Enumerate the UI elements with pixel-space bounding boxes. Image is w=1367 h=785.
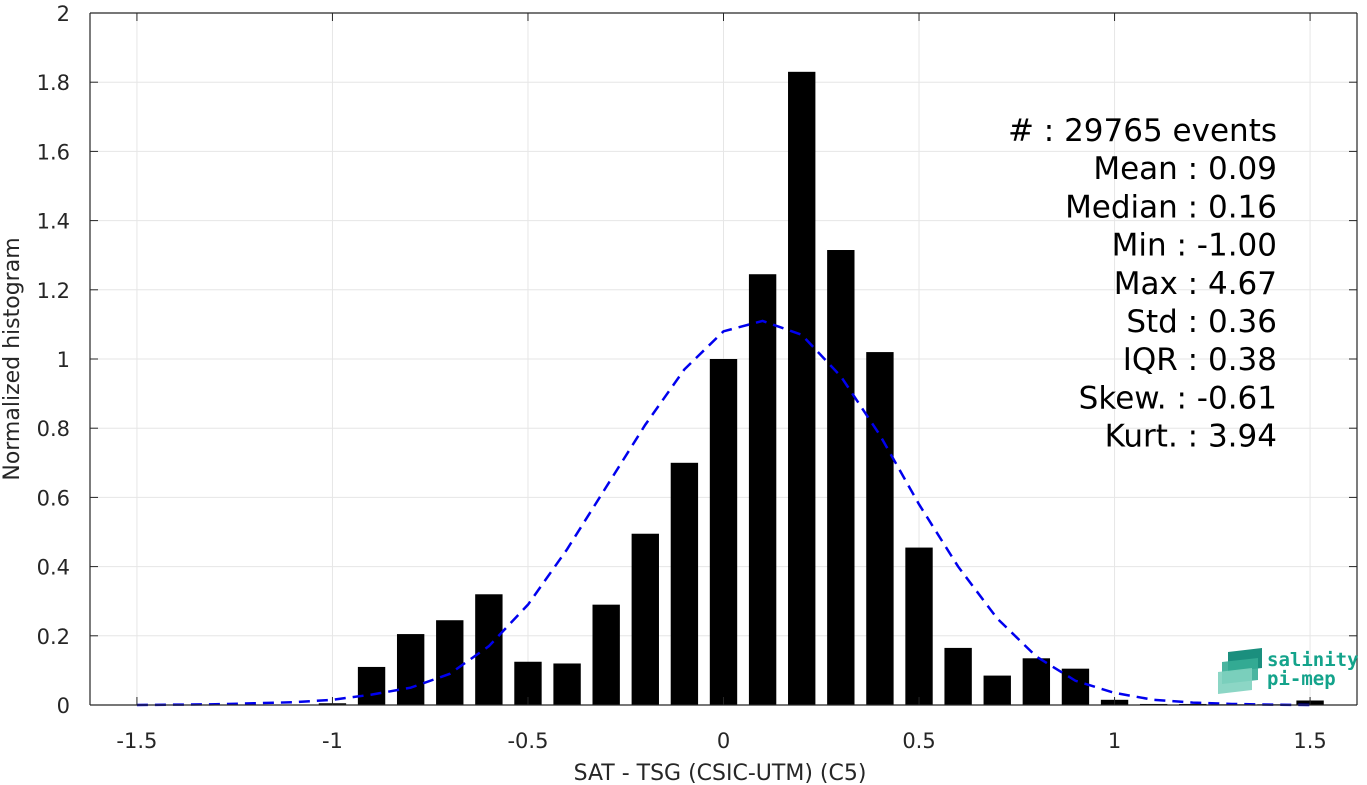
y-tick-label: 1.2 xyxy=(37,279,70,303)
y-tick-label: 1.6 xyxy=(37,140,70,164)
y-axis-label: Normalized histogram xyxy=(0,237,25,480)
axes xyxy=(89,12,1358,706)
histogram-bar xyxy=(475,594,503,705)
stat-line: IQR : 0.38 xyxy=(1123,342,1277,378)
y-tick-label: 1.8 xyxy=(37,71,70,95)
histogram-bar xyxy=(1022,658,1051,705)
stat-line: Kurt. : 3.94 xyxy=(1105,419,1277,455)
gaussian-fit xyxy=(136,319,1311,707)
y-tick-label: 2 xyxy=(57,2,70,26)
stat-line: Std : 0.36 xyxy=(1126,304,1277,340)
histogram-bar xyxy=(436,620,464,705)
histogram-bar xyxy=(983,675,1011,705)
histogram-bar xyxy=(592,604,620,705)
x-tick-label: -1 xyxy=(322,729,343,753)
y-tick-label: 0 xyxy=(57,694,70,718)
logo-line2: pi-mep xyxy=(1267,668,1336,690)
x-tick-label: -0.5 xyxy=(507,729,548,753)
wave-layers-icon xyxy=(1218,648,1262,694)
stat-line: Min : -1.00 xyxy=(1112,228,1277,264)
histogram-bar xyxy=(788,71,816,705)
histogram-bars xyxy=(318,71,1324,705)
y-tick-label: 0.6 xyxy=(37,486,70,510)
tick-labels: -1.5 -1 -0.5 0 0.5 1 1.5 0 0.2 0.4 0.6 0.8 1 1.2 1.4 1.… xyxy=(37,2,1327,753)
histogram-bar xyxy=(827,250,855,705)
y-tick-label: 0.8 xyxy=(37,417,70,441)
stat-line: Skew. : -0.61 xyxy=(1079,380,1277,416)
histogram-bar xyxy=(905,547,933,705)
y-tick-label: 0.2 xyxy=(37,625,70,649)
histogram-bar xyxy=(670,462,699,705)
histogram-bar xyxy=(396,634,425,705)
x-axis-label: SAT - TSG (CSIC-UTM) (C5) xyxy=(574,761,867,785)
x-tick-label: -1.5 xyxy=(116,729,157,753)
stat-line: Max : 4.67 xyxy=(1114,266,1277,302)
histogram-bar xyxy=(944,647,972,705)
histogram-bar xyxy=(1061,668,1090,705)
histogram-bar xyxy=(709,359,738,705)
x-tick-label: 1 xyxy=(1108,729,1121,753)
histogram-bar xyxy=(631,533,659,705)
x-tick-label: 0.5 xyxy=(902,729,935,753)
x-tick-label: 0 xyxy=(717,729,730,753)
stat-line: # : 29765 events xyxy=(1008,113,1277,149)
y-tick-label: 0.4 xyxy=(37,556,70,580)
fit-curve-line xyxy=(136,319,1311,707)
histogram-bar xyxy=(357,666,386,705)
y-tick-label: 1.4 xyxy=(37,210,70,234)
x-tick-label: 1.5 xyxy=(1293,729,1326,753)
histogram-bar xyxy=(748,274,777,705)
salinity-pi-mep-logo: salinity pi-mep xyxy=(1218,648,1359,694)
histogram-bar xyxy=(553,663,581,705)
y-tick-label: 1 xyxy=(57,348,70,372)
stat-line: Mean : 0.09 xyxy=(1093,151,1277,187)
histogram-bar xyxy=(866,352,894,705)
logo-line1: salinity xyxy=(1267,649,1359,671)
stat-line: Median : 0.16 xyxy=(1065,189,1277,225)
